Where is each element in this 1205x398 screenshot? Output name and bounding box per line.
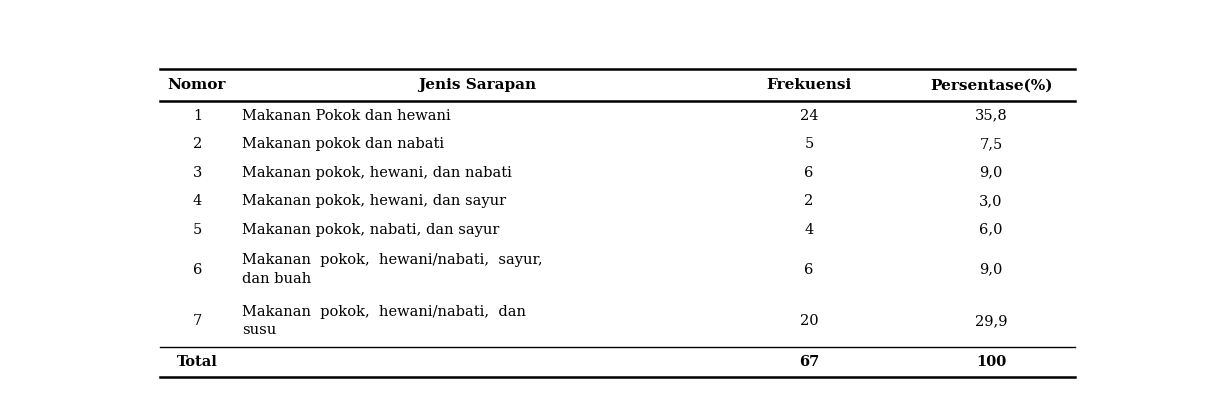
Text: 2: 2: [805, 194, 813, 208]
Text: 6: 6: [193, 263, 202, 277]
Text: 6: 6: [804, 263, 813, 277]
Text: Persentase(%): Persentase(%): [930, 78, 1052, 92]
Text: 5: 5: [193, 222, 202, 237]
Text: 9,0: 9,0: [980, 263, 1003, 277]
Text: 100: 100: [976, 355, 1006, 369]
Text: Makanan pokok dan nabati: Makanan pokok dan nabati: [242, 137, 445, 151]
Text: dan buah: dan buah: [242, 272, 311, 286]
Text: 3,0: 3,0: [980, 194, 1003, 208]
Text: Makanan pokok, hewani, dan sayur: Makanan pokok, hewani, dan sayur: [242, 194, 506, 208]
Text: 20: 20: [800, 314, 818, 328]
Text: Frekuensi: Frekuensi: [766, 78, 852, 92]
Text: 35,8: 35,8: [975, 109, 1007, 123]
Text: Makanan pokok, hewani, dan nabati: Makanan pokok, hewani, dan nabati: [242, 166, 512, 179]
Text: 6: 6: [804, 166, 813, 179]
Text: susu: susu: [242, 323, 276, 338]
Text: 2: 2: [193, 137, 202, 151]
Text: 4: 4: [805, 222, 813, 237]
Text: Makanan Pokok dan hewani: Makanan Pokok dan hewani: [242, 109, 451, 123]
Text: Jenis Sarapan: Jenis Sarapan: [418, 78, 536, 92]
Text: Nomor: Nomor: [167, 78, 225, 92]
Text: 7,5: 7,5: [980, 137, 1003, 151]
Text: 3: 3: [193, 166, 202, 179]
Text: Total: Total: [177, 355, 218, 369]
Text: 7: 7: [193, 314, 202, 328]
Text: 24: 24: [800, 109, 818, 123]
Text: 6,0: 6,0: [980, 222, 1003, 237]
Text: 29,9: 29,9: [975, 314, 1007, 328]
Text: Makanan  pokok,  hewani/nabati,  dan: Makanan pokok, hewani/nabati, dan: [242, 305, 527, 319]
Text: 1: 1: [193, 109, 202, 123]
Text: Makanan  pokok,  hewani/nabati,  sayur,: Makanan pokok, hewani/nabati, sayur,: [242, 254, 542, 267]
Text: 9,0: 9,0: [980, 166, 1003, 179]
Text: Makanan pokok, nabati, dan sayur: Makanan pokok, nabati, dan sayur: [242, 222, 500, 237]
Text: 5: 5: [805, 137, 813, 151]
Text: 4: 4: [193, 194, 202, 208]
Text: 67: 67: [799, 355, 819, 369]
